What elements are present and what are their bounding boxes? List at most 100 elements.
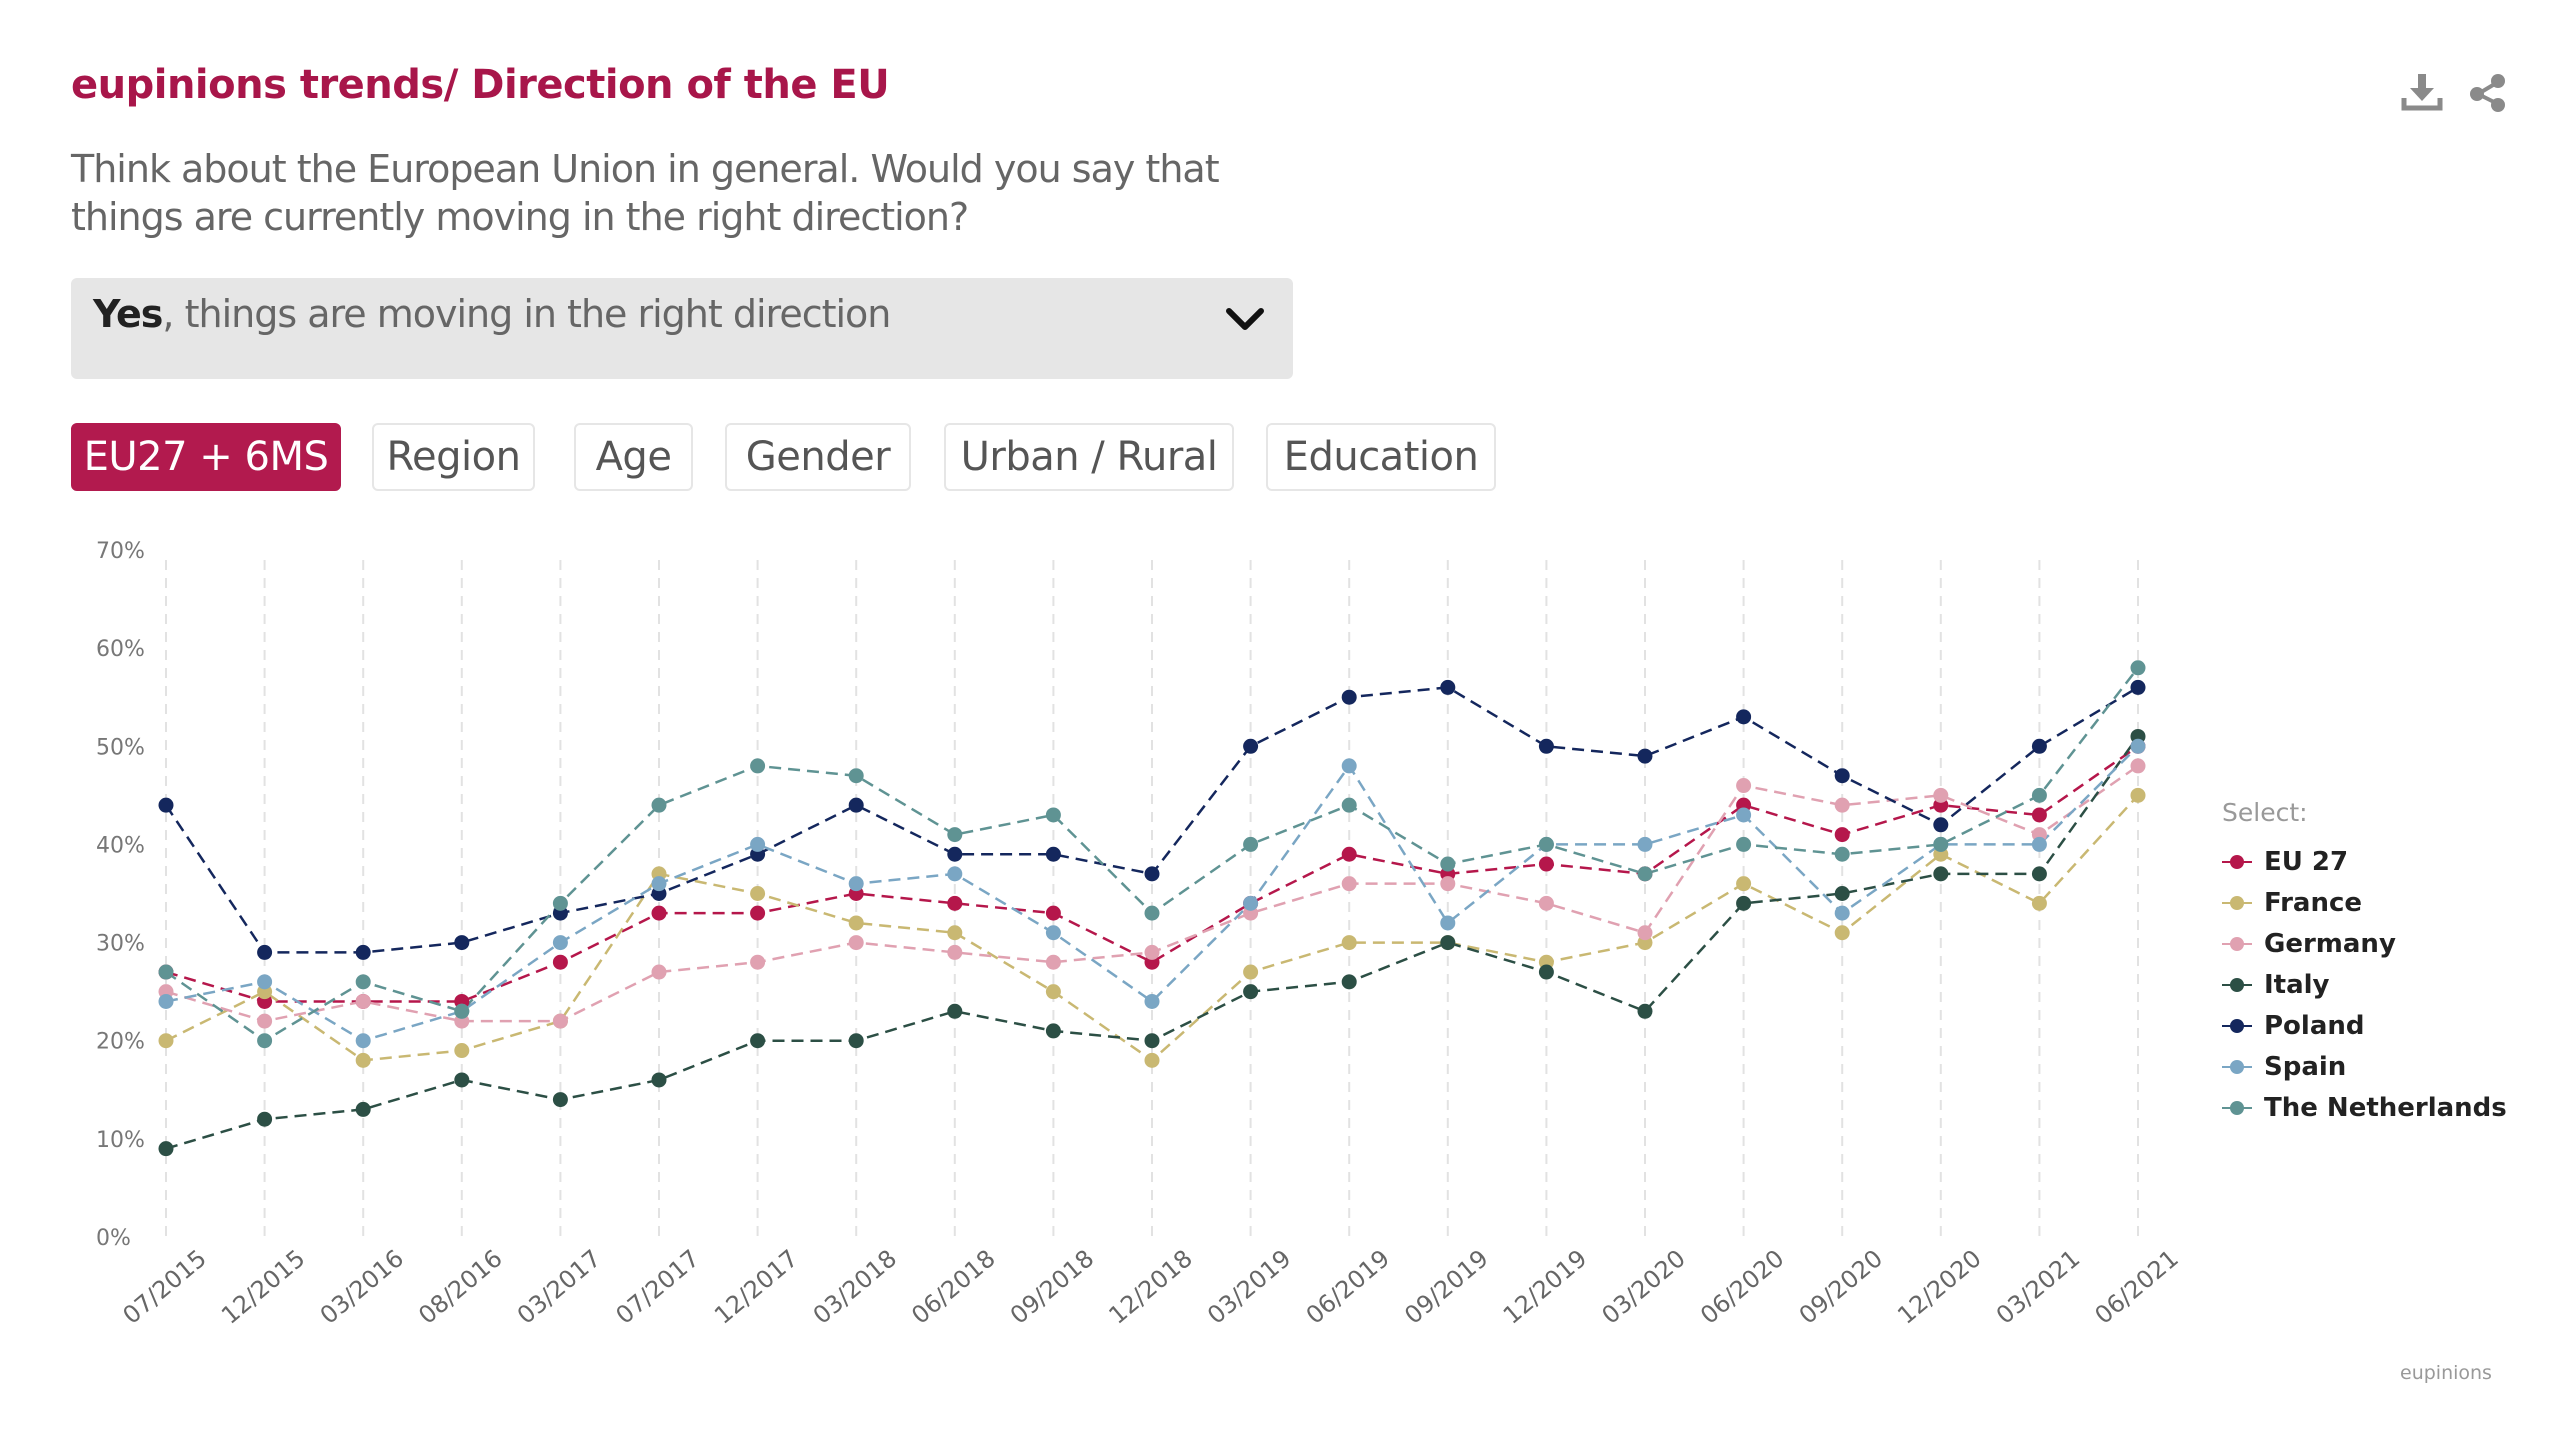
series-line-eu-27: [165, 745, 2139, 1003]
share-icon[interactable]: [2466, 70, 2510, 114]
data-point-eu-27: [750, 905, 766, 921]
legend-item-spain[interactable]: Spain: [2222, 1046, 2507, 1087]
data-point-germany: [257, 1013, 273, 1029]
data-point-poland: [848, 797, 864, 813]
survey-question: Think about the European Union in genera…: [71, 147, 1220, 239]
data-point-poland: [1834, 768, 1850, 784]
data-point-france: [1144, 1052, 1160, 1068]
download-icon[interactable]: [2400, 70, 2444, 114]
tab-eu27-6ms[interactable]: EU27 + 6MS: [71, 423, 341, 491]
legend-label: Poland: [2264, 1010, 2365, 1041]
data-point-france: [355, 1052, 371, 1068]
legend-swatch-dot: [2230, 936, 2244, 951]
data-point-spain: [947, 866, 963, 882]
data-point-italy: [355, 1101, 371, 1117]
data-point-spain: [1045, 925, 1061, 941]
data-point-italy: [158, 1141, 174, 1157]
legend-label: EU 27: [2264, 846, 2349, 877]
x-tick-label: 03/2017: [512, 1244, 606, 1330]
legend-item-germany[interactable]: Germany: [2222, 923, 2507, 964]
x-tick-label: 09/2019: [1399, 1244, 1493, 1330]
data-point-italy: [552, 1092, 568, 1108]
data-point-italy: [1045, 1023, 1061, 1039]
data-point-poland: [1144, 866, 1160, 882]
data-point-spain: [1834, 905, 1850, 921]
data-point-italy: [1538, 964, 1554, 980]
x-tick-label: 12/2017: [709, 1244, 803, 1330]
tab-age[interactable]: Age: [574, 423, 693, 491]
legend-label: France: [2264, 887, 2363, 918]
x-tick-label: 07/2017: [610, 1244, 704, 1330]
data-point-poland: [1341, 689, 1357, 705]
data-point-germany: [750, 954, 766, 970]
data-point-the-netherlands: [947, 827, 963, 843]
x-tick-label: 03/2016: [315, 1244, 409, 1330]
data-point-italy: [1637, 1003, 1653, 1019]
y-tick-label: 70%: [96, 539, 145, 564]
data-point-the-netherlands: [454, 1003, 470, 1019]
data-point-germany: [1637, 925, 1653, 941]
data-point-italy: [1440, 935, 1456, 951]
data-point-italy: [454, 1072, 470, 1088]
data-point-the-netherlands: [355, 974, 371, 990]
legend-swatch: [2222, 895, 2252, 911]
data-point-poland: [1736, 709, 1752, 725]
legend-item-poland[interactable]: Poland: [2222, 1005, 2507, 1046]
data-point-spain: [2031, 836, 2047, 852]
data-point-the-netherlands: [651, 797, 667, 813]
y-tick-label: 20%: [96, 1030, 145, 1055]
tab-region[interactable]: Region: [372, 423, 535, 491]
data-point-france: [1243, 964, 1259, 980]
data-point-spain: [651, 876, 667, 892]
data-point-the-netherlands: [1834, 846, 1850, 862]
chart-title: eupinions trends/ Direction of the EU: [71, 62, 890, 108]
legend: Select: EU 27 France Germany Italy Poland Spa…: [2222, 798, 2507, 1128]
tab-education[interactable]: Education: [1266, 423, 1496, 491]
tab-gender[interactable]: Gender: [725, 423, 911, 491]
legend-item-italy[interactable]: Italy: [2222, 964, 2507, 1005]
data-point-germany: [552, 1013, 568, 1029]
legend-swatch: [2222, 1100, 2252, 1116]
data-point-eu-27: [1045, 905, 1061, 921]
data-point-germany: [1045, 954, 1061, 970]
data-point-the-netherlands: [1440, 856, 1456, 872]
data-point-eu-27: [947, 895, 963, 911]
data-point-france: [1834, 925, 1850, 941]
data-point-italy: [1736, 895, 1752, 911]
data-point-germany: [1341, 876, 1357, 892]
answer-dropdown[interactable]: Yes, things are moving in the right dire…: [71, 278, 1293, 379]
data-point-france: [947, 925, 963, 941]
data-point-the-netherlands: [1341, 797, 1357, 813]
data-point-eu-27: [1341, 846, 1357, 862]
legend-swatch: [2222, 1059, 2252, 1075]
y-tick-label: 0%: [96, 1226, 131, 1251]
data-point-poland: [355, 944, 371, 960]
legend-swatch: [2222, 977, 2252, 993]
data-point-poland: [947, 846, 963, 862]
data-point-the-netherlands: [1045, 807, 1061, 823]
y-tick-label: 40%: [96, 833, 145, 858]
data-point-france: [848, 915, 864, 931]
data-point-spain: [1341, 758, 1357, 774]
data-point-spain: [1243, 895, 1259, 911]
legend-item-france[interactable]: France: [2222, 882, 2507, 923]
data-point-spain: [355, 1033, 371, 1049]
legend-swatch-dot: [2230, 895, 2244, 910]
legend-swatch-dot: [2230, 977, 2244, 992]
y-tick-label: 60%: [96, 637, 145, 662]
legend-swatch: [2222, 854, 2252, 870]
data-point-spain: [750, 836, 766, 852]
data-point-poland: [1933, 817, 1949, 833]
data-point-germany: [1933, 787, 1949, 803]
x-tick-label: 06/2019: [1301, 1244, 1395, 1330]
tab-urban-rural[interactable]: Urban / Rural: [944, 423, 1234, 491]
legend-item-the-netherlands[interactable]: The Netherlands: [2222, 1087, 2507, 1128]
data-point-italy: [2031, 866, 2047, 882]
x-tick-label: 03/2018: [808, 1244, 902, 1330]
data-point-france: [158, 1033, 174, 1049]
data-point-the-netherlands: [750, 758, 766, 774]
legend-item-eu-27[interactable]: EU 27: [2222, 841, 2507, 882]
chevron-down-icon[interactable]: [1223, 302, 1267, 338]
dropdown-selected-value: Yes, things are moving in the right dire…: [93, 292, 891, 336]
data-point-eu-27: [651, 905, 667, 921]
